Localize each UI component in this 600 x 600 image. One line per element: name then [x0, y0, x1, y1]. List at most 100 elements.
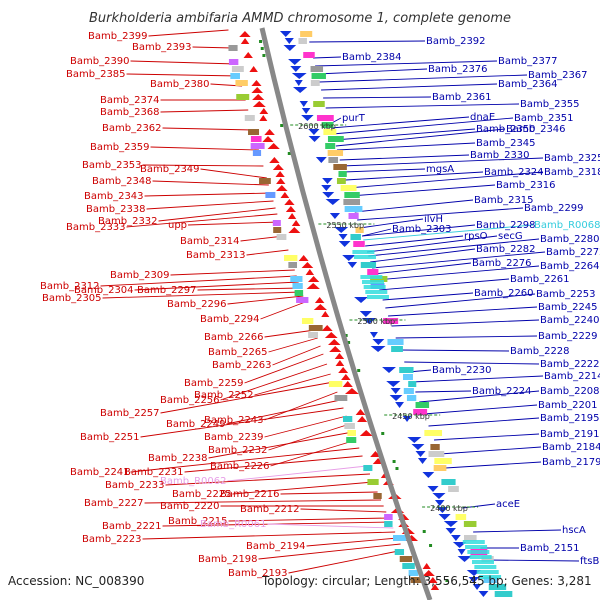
gene-label-left[interactable]: Bamb_2385	[66, 69, 126, 80]
gene-label-right[interactable]: Bamb_2282	[476, 244, 536, 255]
gene-label-right[interactable]: Bamb_2350	[476, 124, 536, 135]
gene-label-left[interactable]: Bamb_2338	[86, 204, 146, 215]
gene-label-left[interactable]: Bamb_2343	[84, 191, 144, 202]
gene-label-right[interactable]: hscA	[562, 525, 586, 536]
gene-label-left[interactable]: Bamb_2296	[167, 299, 227, 310]
gene-label-left[interactable]: Bamb_2399	[88, 31, 148, 42]
gene-label-right[interactable]: Bamb_2260	[474, 288, 534, 299]
gene-label-right[interactable]: secG	[498, 231, 523, 242]
gene-label-left[interactable]: Bamb_2312	[40, 281, 100, 292]
gene-label-left[interactable]: Bamb_2266	[204, 332, 264, 343]
gene-label-right[interactable]: Bamb_2330	[470, 150, 530, 161]
gene-label-right[interactable]: Bamb_2364	[498, 79, 558, 90]
gene-label-right[interactable]: Bamb_2151	[520, 543, 580, 554]
gene-label-left[interactable]: Bamb_2332	[98, 216, 158, 227]
gene-label-left[interactable]: Bamb_2305	[42, 293, 102, 304]
gene-label-left[interactable]: Bamb_2231	[124, 467, 184, 478]
gene-label-right[interactable]: Bamb_2245	[538, 302, 598, 313]
gene-label-right[interactable]: rpsO	[464, 231, 488, 242]
gene-label-right[interactable]: Bamb_2253	[536, 289, 596, 300]
gene-label-right[interactable]: Bamb_2195	[540, 413, 600, 424]
gene-label-left[interactable]: Bamb_2297	[137, 285, 197, 296]
gene-label-right[interactable]: Bamb_2316	[496, 180, 556, 191]
gene-label-right[interactable]: Bamb_2264	[540, 261, 600, 272]
gene-label-left[interactable]: Bamb_2233	[105, 480, 165, 491]
gene-label-left[interactable]: Bamb_2304	[74, 285, 134, 296]
gene-label-right[interactable]: Bamb_2392	[426, 36, 486, 47]
gene-label-right[interactable]: Bamb_2377	[498, 56, 558, 67]
gene-label-right[interactable]: ilvH	[424, 214, 443, 225]
gene-label-right[interactable]: Bamb_2367	[528, 70, 588, 81]
gene-label-left[interactable]: Bamb_2294	[200, 314, 260, 325]
gene-label-left[interactable]: Bamb_R0061	[200, 519, 266, 530]
gene-label-left[interactable]: Bamb_2212	[240, 504, 300, 515]
gene-label-left[interactable]: Bamb_2380	[150, 79, 210, 90]
gene-label-left[interactable]: Bamb_2198	[198, 554, 258, 565]
gene-label-left[interactable]: Bamb_2333	[66, 222, 126, 233]
gene-label-left[interactable]: Bamb_2238	[148, 453, 208, 464]
gene-label-right[interactable]: aceE	[496, 499, 520, 510]
gene-label-right[interactable]: Bamb_2272	[546, 247, 600, 258]
gene-label-left[interactable]: Bamb_2225	[172, 489, 232, 500]
gene-label-right[interactable]: Bamb_2361	[432, 92, 492, 103]
gene-label-right[interactable]: Bamb_2299	[524, 203, 584, 214]
gene-label-left[interactable]: Bamb_2241	[70, 467, 130, 478]
gene-label-right[interactable]: ftsB	[580, 556, 599, 567]
gene-label-left[interactable]: Bamb_2232	[208, 445, 268, 456]
gene-label-left[interactable]: Bamb_2215	[168, 516, 228, 527]
gene-label-right[interactable]: Bamb_2351	[514, 113, 574, 124]
gene-label-right[interactable]: purT	[342, 113, 366, 124]
gene-label-right[interactable]: Bamb_2214	[544, 371, 600, 382]
gene-label-left[interactable]: Bamb_2257	[100, 408, 160, 419]
gene-label-left[interactable]: upp	[168, 220, 187, 231]
gene-label-right[interactable]: Bamb_2208	[540, 386, 600, 397]
gene-label-right[interactable]: Bamb_2324	[484, 167, 544, 178]
gene-label-left[interactable]: Bamb_2239	[204, 432, 264, 443]
gene-label-right[interactable]: Bamb_2303	[392, 224, 452, 235]
gene-label-right[interactable]: mgsA	[426, 164, 454, 175]
gene-label-left[interactable]: Bamb_2249	[166, 419, 226, 430]
gene-label-left[interactable]: Bamb_2349	[140, 164, 200, 175]
gene-label-left[interactable]: Bamb_2259	[184, 378, 244, 389]
gene-label-left[interactable]: Bamb_2226	[210, 461, 270, 472]
gene-label-right[interactable]: Bamb_2222	[540, 359, 600, 370]
gene-label-left[interactable]: Bamb_2223	[82, 534, 142, 545]
gene-label-left[interactable]: Bamb_2390	[70, 56, 130, 67]
gene-label-left[interactable]: Bamb_2374	[100, 95, 160, 106]
gene-label-left[interactable]: Bamb_R0062	[160, 476, 226, 487]
gene-label-left[interactable]: Bamb_2252	[194, 390, 254, 401]
gene-label-right[interactable]: Bamb_R0068	[534, 220, 600, 231]
gene-label-right[interactable]: Bamb_2191	[540, 429, 600, 440]
gene-label-left[interactable]: Bamb_2353	[82, 160, 142, 171]
gene-label-right[interactable]: Bamb_2224	[472, 386, 532, 397]
gene-label-left[interactable]: Bamb_2243	[204, 415, 264, 426]
gene-label-left[interactable]: Bamb_2256	[160, 395, 220, 406]
gene-label-right[interactable]: Bamb_2384	[342, 52, 402, 63]
gene-label-right[interactable]: Bamb_2229	[538, 331, 598, 342]
gene-label-left[interactable]: Bamb_2359	[90, 142, 150, 153]
gene-label-right[interactable]: Bamb_2184	[542, 442, 600, 453]
gene-label-right[interactable]: Bamb_2346	[506, 124, 566, 135]
gene-label-left[interactable]: Bamb_2368	[100, 107, 160, 118]
gene-label-left[interactable]: Bamb_2216	[220, 489, 280, 500]
gene-label-left[interactable]: Bamb_2251	[80, 432, 140, 443]
gene-label-left[interactable]: Bamb_2314	[180, 236, 240, 247]
gene-label-left[interactable]: Bamb_2393	[132, 42, 192, 53]
gene-label-left[interactable]: Bamb_2348	[92, 176, 152, 187]
gene-label-right[interactable]: dnaE	[470, 112, 495, 123]
gene-label-left[interactable]: Bamb_2220	[160, 501, 220, 512]
gene-label-right[interactable]: Bamb_2201	[538, 400, 598, 411]
gene-label-right[interactable]: Bamb_2355	[520, 99, 580, 110]
gene-label-right[interactable]: Bamb_2345	[476, 138, 536, 149]
gene-label-left[interactable]: Bamb_2194	[246, 541, 306, 552]
gene-label-right[interactable]: Bamb_2315	[474, 195, 534, 206]
gene-label-left[interactable]: Bamb_2265	[208, 347, 268, 358]
gene-label-right[interactable]: Bamb_2179	[542, 457, 600, 468]
gene-label-right[interactable]: Bamb_2376	[428, 64, 488, 75]
gene-label-left[interactable]: Bamb_2313	[186, 250, 246, 261]
gene-label-right[interactable]: Bamb_2318	[544, 167, 600, 178]
gene-label-left[interactable]: Bamb_2221	[102, 521, 162, 532]
gene-label-right[interactable]: Bamb_2230	[432, 365, 492, 376]
gene-label-right[interactable]: Bamb_2240	[540, 315, 600, 326]
gene-label-left[interactable]: Bamb_2362	[102, 123, 162, 134]
